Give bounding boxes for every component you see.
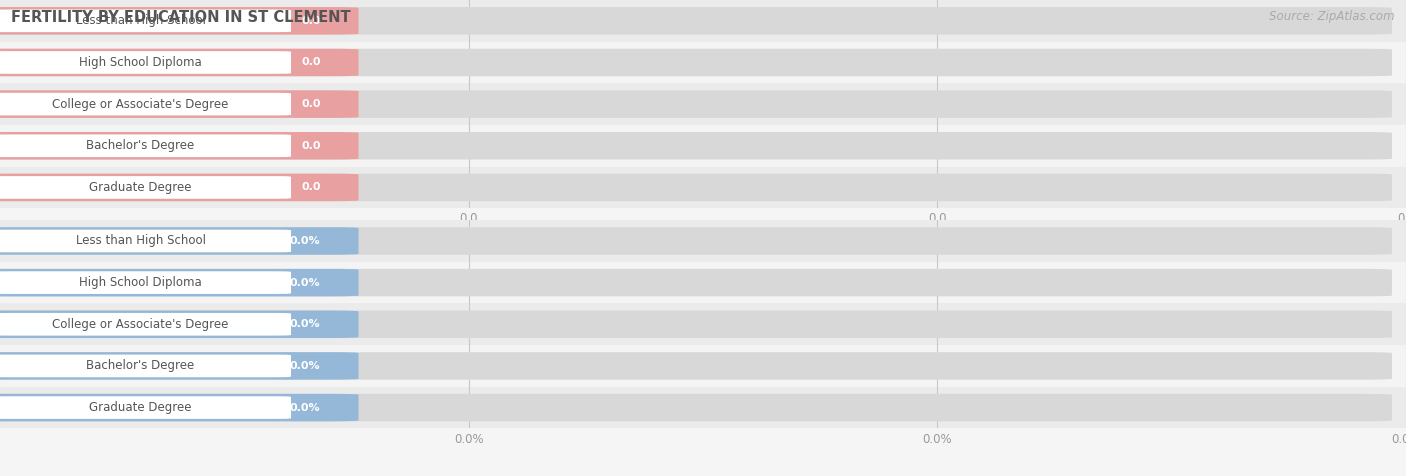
FancyBboxPatch shape <box>0 396 291 419</box>
FancyBboxPatch shape <box>0 310 359 338</box>
Bar <box>0 42 1406 83</box>
Text: College or Associate's Degree: College or Associate's Degree <box>52 98 229 110</box>
FancyBboxPatch shape <box>0 90 1392 118</box>
Text: 0.0: 0.0 <box>301 58 321 68</box>
Text: Bachelor's Degree: Bachelor's Degree <box>87 139 194 152</box>
FancyBboxPatch shape <box>0 174 359 201</box>
Text: Less than High School: Less than High School <box>76 14 205 27</box>
FancyBboxPatch shape <box>0 355 291 377</box>
FancyBboxPatch shape <box>0 176 291 199</box>
Bar <box>0 220 1406 262</box>
FancyBboxPatch shape <box>0 394 1392 421</box>
FancyBboxPatch shape <box>0 269 359 297</box>
Text: 0.0%: 0.0% <box>290 278 321 288</box>
Text: 0.0%: 0.0% <box>290 403 321 413</box>
FancyBboxPatch shape <box>0 313 291 336</box>
Text: High School Diploma: High School Diploma <box>79 276 202 289</box>
Text: Graduate Degree: Graduate Degree <box>90 401 191 414</box>
FancyBboxPatch shape <box>0 90 359 118</box>
FancyBboxPatch shape <box>0 132 359 159</box>
FancyBboxPatch shape <box>0 227 1392 255</box>
FancyBboxPatch shape <box>0 229 291 252</box>
Text: College or Associate's Degree: College or Associate's Degree <box>52 318 229 331</box>
FancyBboxPatch shape <box>0 352 359 380</box>
Text: 0.0: 0.0 <box>301 99 321 109</box>
Text: Source: ZipAtlas.com: Source: ZipAtlas.com <box>1270 10 1395 22</box>
Bar <box>0 0 1406 42</box>
Text: FERTILITY BY EDUCATION IN ST CLEMENT: FERTILITY BY EDUCATION IN ST CLEMENT <box>11 10 352 25</box>
Text: 0.0: 0.0 <box>301 16 321 26</box>
Text: 0.0: 0.0 <box>301 182 321 192</box>
Text: 0.0%: 0.0% <box>290 236 321 246</box>
Bar <box>0 125 1406 167</box>
FancyBboxPatch shape <box>0 7 1392 35</box>
Text: 0.0%: 0.0% <box>290 319 321 329</box>
Bar <box>0 83 1406 125</box>
Bar <box>0 167 1406 208</box>
Bar <box>0 387 1406 428</box>
FancyBboxPatch shape <box>0 134 291 157</box>
Text: High School Diploma: High School Diploma <box>79 56 202 69</box>
Text: Graduate Degree: Graduate Degree <box>90 181 191 194</box>
FancyBboxPatch shape <box>0 394 359 421</box>
FancyBboxPatch shape <box>0 49 1392 76</box>
Bar <box>0 304 1406 345</box>
FancyBboxPatch shape <box>0 271 291 294</box>
FancyBboxPatch shape <box>0 51 291 74</box>
Bar <box>0 345 1406 387</box>
FancyBboxPatch shape <box>0 269 1392 297</box>
FancyBboxPatch shape <box>0 310 1392 338</box>
FancyBboxPatch shape <box>0 93 291 116</box>
FancyBboxPatch shape <box>0 10 291 32</box>
Text: 0.0%: 0.0% <box>290 361 321 371</box>
FancyBboxPatch shape <box>0 352 1392 380</box>
Text: Bachelor's Degree: Bachelor's Degree <box>87 359 194 372</box>
FancyBboxPatch shape <box>0 227 359 255</box>
FancyBboxPatch shape <box>0 132 1392 159</box>
FancyBboxPatch shape <box>0 7 359 35</box>
Bar <box>0 262 1406 304</box>
FancyBboxPatch shape <box>0 49 359 76</box>
Text: 0.0: 0.0 <box>301 141 321 151</box>
FancyBboxPatch shape <box>0 174 1392 201</box>
Text: Less than High School: Less than High School <box>76 235 205 248</box>
